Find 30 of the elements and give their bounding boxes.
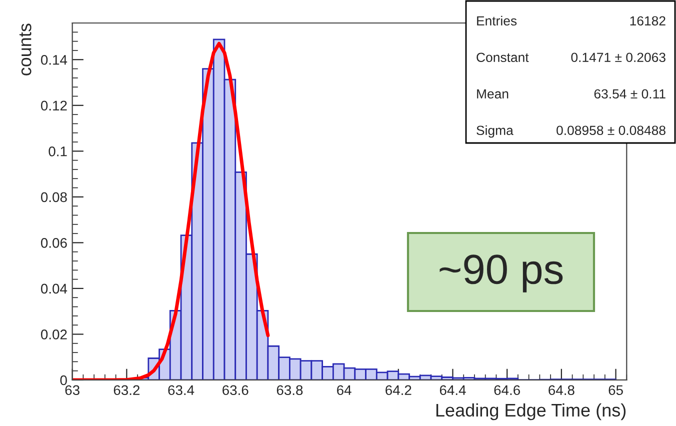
text: 16182 (630, 16, 666, 26)
x-tick-label: 64.4 (440, 385, 466, 396)
annotation: ~90 ps (440, 254, 563, 292)
annotation: 0.08958 ± 0.08488 (556, 126, 666, 136)
annotation: Mean (477, 89, 508, 99)
y-tick-label: 0 (60, 375, 67, 386)
annotation: Sigma (476, 125, 514, 138)
x-tick-label: 64 (337, 385, 352, 396)
annotation: Entries (477, 16, 517, 26)
y-tick-label: 0.06 (40, 238, 67, 248)
y-tick-label: 0.1 (48, 146, 67, 156)
x-tick-label: 63 (65, 385, 80, 396)
y-tick-label: 0.02 (40, 330, 67, 340)
y-tick-label: 0.04 (40, 284, 68, 294)
x-tick-label: 63.2 (114, 385, 140, 396)
y-tick-label: 0.08 (40, 192, 67, 202)
x-tick-label: 63.4 (168, 385, 194, 396)
y-tick-label: 0.14 (40, 54, 68, 65)
x-tick-label: 64.8 (548, 385, 574, 396)
annotation: 0.1471 ± 0.2063 (571, 52, 666, 62)
x-tick-label: 64.2 (386, 385, 412, 396)
annotation: 63.54 ± 0.11 (594, 89, 666, 99)
x-tick-label: 64.6 (494, 385, 520, 396)
x-tick-label: 63.6 (222, 385, 248, 396)
y-tick-label: 0.12 (40, 100, 67, 111)
x-axis-title: Leading Edge Time (ns) (436, 403, 626, 420)
x-tick-label: 63.8 (276, 385, 303, 396)
x-tick-label: 65 (608, 385, 623, 396)
y-axis-title: counts (19, 24, 32, 76)
annotation: Constant (476, 52, 529, 62)
